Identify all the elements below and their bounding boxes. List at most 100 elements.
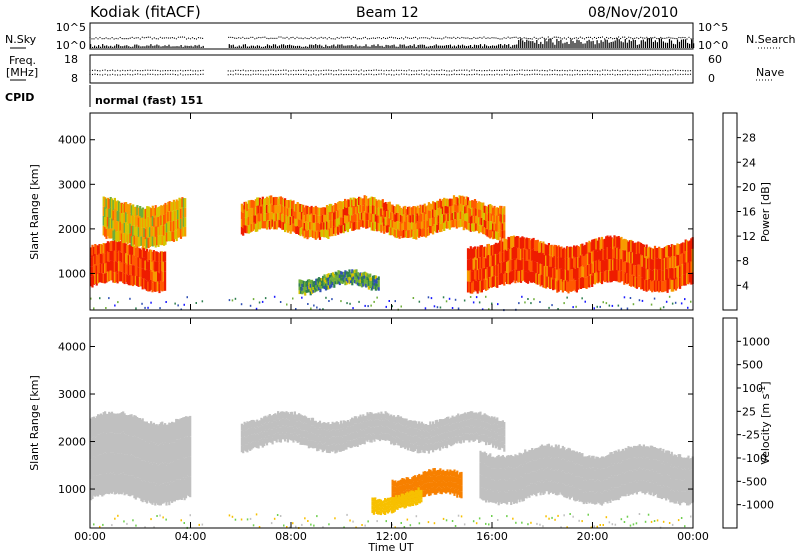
velocity-cell — [616, 463, 619, 476]
velocity-cell — [528, 473, 531, 486]
nsky-point — [93, 38, 95, 40]
nsky-point — [581, 37, 584, 39]
freq-point — [292, 69, 295, 71]
power-cell — [113, 250, 116, 262]
nsky-point — [376, 37, 378, 39]
power-cell — [518, 259, 521, 271]
freq-point — [157, 69, 159, 72]
power-cell — [360, 276, 364, 281]
nsky-point — [326, 38, 328, 40]
power-cell — [109, 241, 112, 251]
velocity-cell — [552, 458, 555, 471]
power-cell — [288, 223, 291, 232]
nsky-point — [135, 37, 137, 39]
power-cell — [282, 206, 285, 215]
power-cell — [359, 212, 362, 220]
power-cell — [254, 223, 257, 232]
nave-point — [330, 73, 332, 75]
velocity-cell — [388, 415, 391, 422]
power-cell — [388, 210, 391, 219]
velocity-cell — [533, 471, 537, 484]
power-cell — [684, 298, 686, 301]
power-cell — [416, 205, 419, 214]
velocity-cell — [183, 437, 186, 459]
velocity-cell — [300, 437, 303, 445]
velocity-cell — [148, 482, 151, 503]
power-cell — [640, 266, 643, 278]
power-cell — [258, 197, 262, 206]
power-cell — [373, 282, 376, 286]
velocity-cell — [320, 436, 323, 444]
freq-point — [189, 69, 192, 71]
nave-point — [355, 73, 357, 75]
power-cell — [174, 201, 177, 211]
velocity-cell — [533, 460, 537, 472]
nsearch-bar — [449, 44, 451, 48]
power-cell — [471, 200, 474, 208]
velocity-cell — [323, 443, 326, 451]
freq-point — [421, 70, 423, 72]
nsky-point — [141, 36, 143, 38]
velocity-cell — [472, 427, 475, 435]
power-cell — [383, 210, 386, 219]
power-cell — [116, 252, 119, 263]
power-cell — [634, 276, 637, 288]
power-cell — [132, 236, 135, 247]
power-cell — [621, 249, 624, 261]
power-cell — [319, 285, 322, 289]
power-cell — [116, 242, 119, 253]
power-cell — [480, 217, 483, 226]
velocity-cell — [327, 437, 330, 446]
nsearch-bar — [682, 39, 685, 48]
power-cell — [380, 216, 383, 225]
nsky-point — [595, 37, 598, 40]
power-cell — [305, 229, 308, 238]
nsky-point — [429, 38, 431, 40]
velocity-cell — [165, 485, 168, 506]
power-cell — [472, 258, 475, 270]
velocity-cell — [573, 463, 576, 476]
power-cell — [619, 248, 622, 261]
velocity-cell — [331, 429, 334, 437]
nsky-point — [330, 38, 332, 40]
velocity-cell — [479, 462, 482, 475]
power-cell — [563, 302, 565, 305]
power-cell — [503, 214, 506, 223]
velocity-cell — [547, 481, 550, 495]
nave-point — [237, 73, 239, 75]
velocity-cell — [508, 490, 511, 502]
power-cell — [573, 267, 576, 279]
velocity-cell — [426, 424, 429, 432]
power-cell — [564, 259, 567, 270]
freq-point — [162, 70, 164, 72]
nave-point — [584, 73, 586, 76]
velocity-cell — [603, 457, 606, 469]
velocity-cell — [655, 459, 658, 472]
power-cell — [115, 271, 118, 283]
power-cell — [430, 226, 433, 234]
velocity-cell — [651, 469, 654, 481]
velocity-cell — [663, 464, 666, 476]
nsearch-bar — [335, 46, 337, 48]
freq-strip-frame — [89, 54, 694, 84]
power-cell — [422, 212, 425, 221]
power-cell — [566, 280, 569, 292]
freq-point — [252, 70, 254, 72]
power-cell — [385, 211, 389, 219]
power-cell — [154, 281, 157, 292]
nsearch-bar — [558, 41, 560, 48]
nave-point — [383, 73, 385, 75]
nsearch-bar — [660, 38, 662, 48]
velocity-cell — [406, 420, 410, 429]
nsky-point — [660, 36, 662, 39]
power-cell — [345, 281, 348, 285]
velocity-cell — [401, 440, 404, 448]
power-cell — [525, 248, 528, 261]
power-cell — [141, 207, 145, 218]
power-cell — [363, 211, 366, 219]
velocity-cell — [330, 424, 333, 431]
velocity-cell — [164, 462, 167, 483]
power-cell — [316, 230, 319, 239]
power-cell — [479, 217, 482, 225]
velocity-cell — [342, 435, 345, 444]
